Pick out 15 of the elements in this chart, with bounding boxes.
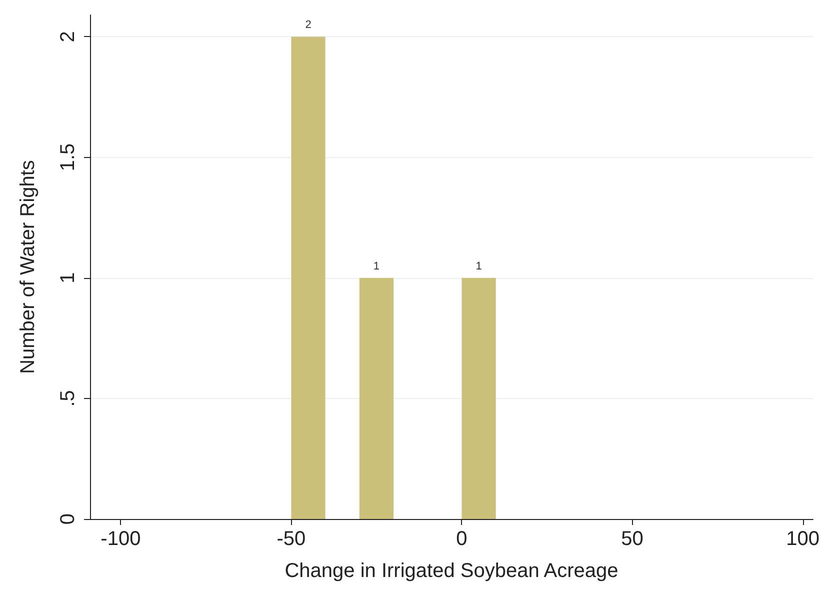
- y-tick-label: 0: [57, 513, 79, 525]
- x-tick-label: -50: [276, 528, 306, 550]
- x-axis-title: Change in Irrigated Soybean Acreage: [284, 560, 618, 582]
- data-label: 1: [476, 260, 482, 272]
- y-tick-label: 1: [57, 272, 79, 284]
- y-tick-label: 1.5: [57, 143, 79, 172]
- x-tick-label: -100: [100, 528, 141, 550]
- data-label: 1: [373, 260, 380, 272]
- data-label: 2: [305, 19, 312, 32]
- y-tick-label: 2: [57, 31, 79, 42]
- x-tick-label: 100: [786, 528, 820, 550]
- x-tick-label: 50: [621, 528, 644, 550]
- y-tick-label: .5: [57, 390, 79, 407]
- y-axis-title: Number of Water Rights: [17, 160, 39, 374]
- x-tick-label: 0: [456, 528, 468, 550]
